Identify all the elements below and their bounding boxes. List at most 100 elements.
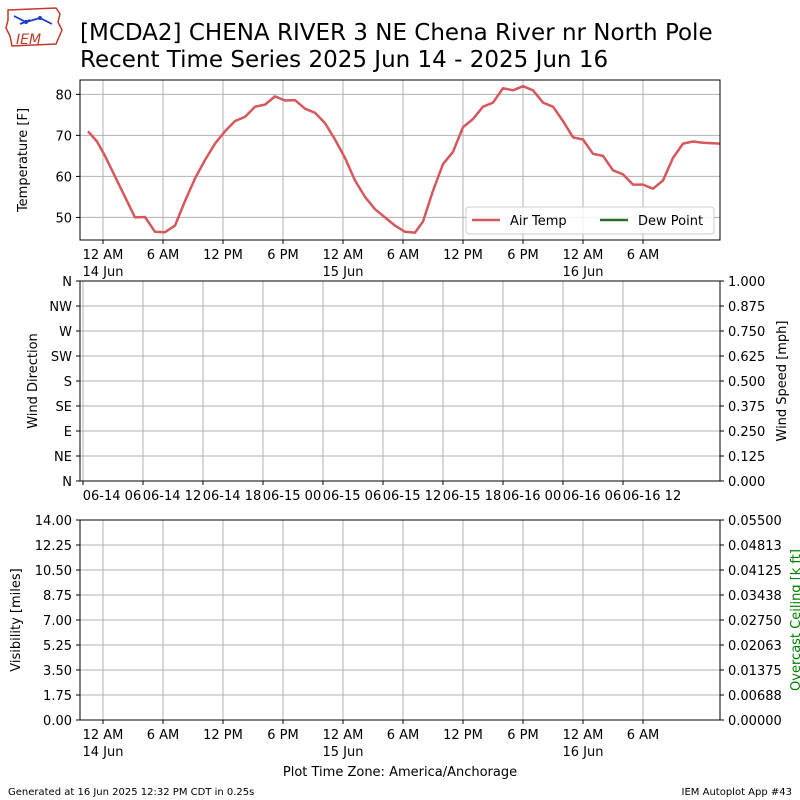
- ceiling-tick-label: 0.04813: [728, 539, 782, 554]
- ceiling-tick-label: 0.01375: [728, 664, 782, 679]
- ceiling-axis-label: Overcast Ceiling [k ft]: [789, 549, 800, 691]
- visibility-x-tick-label: 6 AM: [387, 728, 420, 743]
- visibility-x-tick-label: 12 AM: [563, 728, 604, 743]
- wind-x-tick-label: 06-15 18: [443, 489, 501, 504]
- temperature-y-ticks: 50 60 70 80: [55, 88, 80, 226]
- chart-title-line1: [MCDA2] CHENA RIVER 3 NE Chena River nr …: [80, 20, 713, 46]
- ceiling-tick-label: 0.03438: [728, 589, 782, 604]
- wind-direction-tick-label: W: [59, 325, 72, 340]
- temperature-x-tick-date: 15 Jun: [323, 265, 364, 280]
- wind-x-tick-label: 06-14 06: [83, 489, 141, 504]
- temperature-y-tick-label: 50: [55, 211, 72, 226]
- temperature-legend: Air Temp Dew Point: [465, 206, 715, 235]
- wind-direction-tick-label: NW: [49, 300, 72, 315]
- visibility-x-tick-label: 6 AM: [627, 728, 660, 743]
- wind-direction-axis-label: Wind Direction: [26, 333, 41, 429]
- visibility-x-tick-label: 6 PM: [267, 728, 298, 743]
- visibility-tick-label: 14.00: [35, 514, 72, 529]
- logo-network-lines: [13, 15, 53, 25]
- visibility-x-ticks: 12 AM 14 Jun 6 AM 12 PM 6 PM 12 AM 15 Jun 6 AM 1…: [83, 720, 660, 760]
- visibility-x-tick-label: 12 PM: [443, 728, 483, 743]
- visibility-tick-label: 3.50: [43, 664, 72, 679]
- wind-direction-tick-label: SW: [51, 350, 72, 365]
- temperature-x-tick-label: 12 AM: [563, 248, 604, 263]
- visibility-x-tick-date: 14 Jun: [83, 745, 124, 760]
- ceiling-tick-label: 0.02750: [728, 614, 782, 629]
- temperature-x-tick-date: 14 Jun: [83, 265, 124, 280]
- wind-x-tick-label: 06-16 00: [503, 489, 561, 504]
- temperature-x-tick-date: 16 Jun: [563, 265, 604, 280]
- temperature-x-tick-label: 12 AM: [83, 248, 124, 263]
- wind-speed-tick-label: 0.500: [728, 375, 765, 390]
- timezone-label: Plot Time Zone: America/Anchorage: [283, 765, 517, 780]
- visibility-tick-label: 5.25: [43, 639, 72, 654]
- legend-dew-point-label: Dew Point: [638, 214, 703, 229]
- chart-title-line2: Recent Time Series 2025 Jun 14 - 2025 Ju…: [80, 47, 608, 73]
- wind-x-ticks: 06-14 06 06-14 12 06-14 18 06-15 00 06-15 06…: [82, 481, 681, 504]
- ceiling-tick-label: 0.00688: [728, 689, 782, 704]
- visibility-x-tick-date: 15 Jun: [323, 745, 364, 760]
- visibility-tick-label: 12.25: [35, 539, 72, 554]
- visibility-grid: [80, 519, 720, 721]
- wind-speed-tick-label: 0.000: [728, 475, 765, 490]
- wind-direction-tick-label: E: [64, 425, 72, 440]
- visibility-x-tick-label: 12 AM: [83, 728, 124, 743]
- visibility-x-tick-label: 6 PM: [507, 728, 538, 743]
- air-temp-line: [87, 84, 721, 234]
- visibility-tick-label: 0.00: [43, 714, 72, 729]
- generated-note: Generated at 16 Jun 2025 12:32 PM CDT in…: [8, 787, 254, 798]
- logo-text: IEM: [16, 32, 41, 48]
- temperature-y-axis-label: Temperature [F]: [16, 108, 31, 213]
- temperature-y-tick-label: 80: [55, 88, 72, 103]
- ceiling-tick-label: 0.05500: [728, 514, 782, 529]
- wind-x-tick-label: 06-15 00: [263, 489, 321, 504]
- wind-x-tick-label: 06-16 12: [623, 489, 681, 504]
- visibility-panel: 0.001.753.505.257.008.7510.5012.2514.00 …: [9, 514, 800, 760]
- temperature-x-ticks: 12 AM 14 Jun 6 AM 12 PM 6 PM 12 AM 15 Jun 6 AM 1…: [83, 240, 660, 280]
- wind-speed-tick-label: 0.375: [728, 400, 765, 415]
- ceiling-tick-label: 0.02063: [728, 639, 782, 654]
- app-note: IEM Autoplot App #43: [682, 787, 792, 798]
- wind-direction-tick-label: SE: [56, 400, 72, 415]
- visibility-tick-label: 8.75: [43, 589, 72, 604]
- ceiling-ticks: 0.00000 0.00688 0.01375 0.02063 0.02750 0.034…: [720, 514, 782, 729]
- wind-x-tick-label: 06-15 12: [383, 489, 441, 504]
- temperature-x-tick-label: 6 AM: [147, 248, 180, 263]
- wind-grid: [80, 280, 720, 482]
- iem-logo: IEM: [5, 7, 63, 48]
- visibility-tick-label: 10.50: [35, 564, 72, 579]
- wind-x-tick-label: 06-15 06: [323, 489, 381, 504]
- legend-box: [465, 206, 715, 235]
- temperature-x-tick-label: 6 PM: [267, 248, 298, 263]
- temperature-series: [87, 84, 721, 234]
- temperature-x-tick-label: 12 PM: [443, 248, 483, 263]
- wind-speed-tick-label: 0.875: [728, 300, 765, 315]
- visibility-x-tick-date: 16 Jun: [563, 745, 604, 760]
- ceiling-tick-label: 0.04125: [728, 564, 782, 579]
- wind-speed-tick-label: 0.750: [728, 325, 765, 340]
- wind-speed-axis-label: Wind Speed [mph]: [775, 321, 790, 442]
- wind-direction-tick-label: S: [64, 375, 72, 390]
- wind-speed-tick-label: 1.000: [728, 275, 765, 290]
- temperature-x-tick-label: 6 PM: [507, 248, 538, 263]
- temperature-y-tick-label: 60: [55, 170, 72, 185]
- visibility-x-tick-label: 6 AM: [147, 728, 180, 743]
- temperature-panel: 50 60 70 80 12 AM 14 Jun 6 AM 12 PM 6 PM 12 AM 15…: [16, 79, 721, 280]
- visibility-tick-label: 1.75: [43, 689, 72, 704]
- wind-speed-ticks: 0.000 0.125 0.250 0.375 0.500 0.625 0.750 0.875…: [720, 275, 765, 490]
- visibility-tick-label: 7.00: [43, 614, 72, 629]
- wind-speed-tick-label: 0.625: [728, 350, 765, 365]
- temperature-y-tick-label: 70: [55, 129, 72, 144]
- temperature-plot-frame: [79, 79, 721, 241]
- temperature-x-tick-label: 6 AM: [387, 248, 420, 263]
- wind-speed-tick-label: 0.125: [728, 450, 765, 465]
- temperature-x-tick-label: 6 AM: [627, 248, 660, 263]
- visibility-axis-label: Visibility [miles]: [9, 568, 24, 671]
- iowa-state-outline: [5, 7, 63, 47]
- temperature-x-tick-label: 12 AM: [323, 248, 364, 263]
- legend-air-temp-label: Air Temp: [510, 214, 567, 229]
- visibility-x-tick-label: 12 AM: [323, 728, 364, 743]
- wind-direction-tick-label: N: [62, 475, 72, 490]
